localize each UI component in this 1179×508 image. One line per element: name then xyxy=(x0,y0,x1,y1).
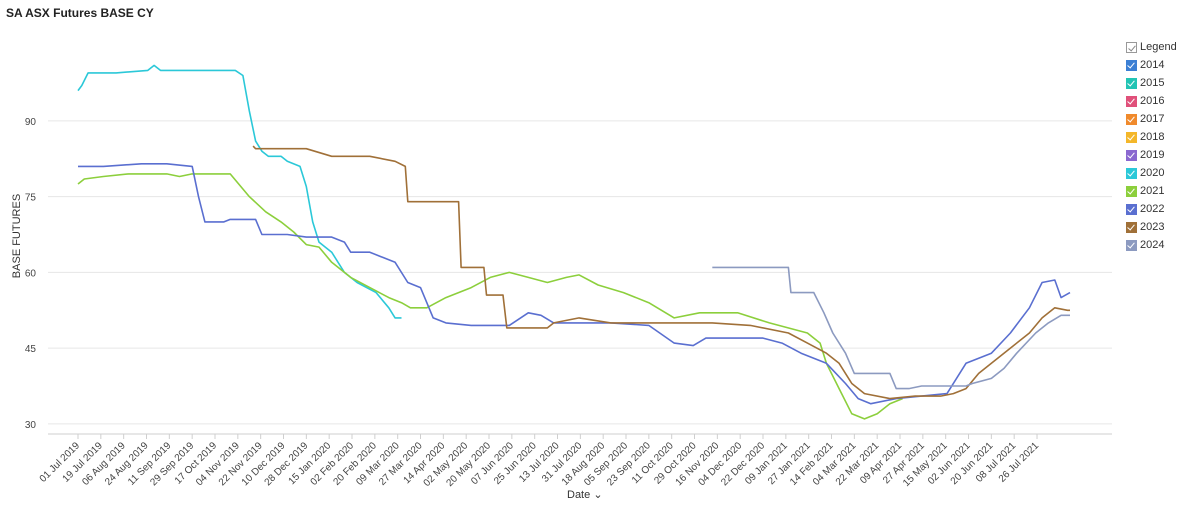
legend-item-2023[interactable]: 2023 xyxy=(1126,218,1177,236)
checkbox-icon xyxy=(1126,221,1137,233)
checkbox-icon xyxy=(1126,149,1137,161)
legend-item-2019[interactable]: 2019 xyxy=(1126,146,1177,164)
legend-item-2024[interactable]: 2024 xyxy=(1126,236,1177,254)
checkbox-icon xyxy=(1126,113,1137,125)
series-line-2022 xyxy=(78,163,1071,405)
legend-item-label: 2018 xyxy=(1140,131,1165,143)
legend-item-2016[interactable]: 2016 xyxy=(1126,92,1177,110)
legend-item-label: 2014 xyxy=(1140,59,1165,71)
legend-item-2020[interactable]: 2020 xyxy=(1126,164,1177,182)
legend-item-label: 2020 xyxy=(1140,167,1165,179)
legend-item-label: 2017 xyxy=(1140,113,1165,125)
series-line-2021 xyxy=(77,173,903,420)
x-axis-label[interactable]: Date ⌄ xyxy=(567,488,603,501)
y-tick-label: 75 xyxy=(25,193,37,204)
legend-item-2018[interactable]: 2018 xyxy=(1126,128,1177,146)
chevron-down-icon: ⌄ xyxy=(593,489,603,501)
legend-header-label: Legend xyxy=(1140,41,1177,53)
legend-item-2015[interactable]: 2015 xyxy=(1126,74,1177,92)
checkbox-icon xyxy=(1126,59,1137,71)
checkbox-icon xyxy=(1126,167,1137,179)
legend-item-label: 2023 xyxy=(1140,221,1165,233)
x-axis-label-text: Date xyxy=(567,489,591,501)
checkbox-icon xyxy=(1126,131,1137,143)
chart-title: SA ASX Futures BASE CY xyxy=(6,6,154,20)
series-line-2023 xyxy=(252,145,1070,400)
legend: Legend 2014 2015 2016 2017 2018 2019 2020 2021 2… xyxy=(1126,38,1177,254)
checkbox-icon xyxy=(1126,41,1137,53)
y-tick-label: 60 xyxy=(25,268,37,279)
checkbox-icon xyxy=(1126,77,1137,89)
checkbox-icon xyxy=(1126,239,1137,251)
checkbox-icon xyxy=(1126,185,1137,197)
legend-item-2021[interactable]: 2021 xyxy=(1126,182,1177,200)
series-line-2020 xyxy=(77,64,402,319)
legend-item-2014[interactable]: 2014 xyxy=(1126,56,1177,74)
legend-item-label: 2015 xyxy=(1140,77,1165,89)
legend-item-label: 2024 xyxy=(1140,239,1165,251)
checkbox-icon xyxy=(1126,203,1137,215)
legend-item-label: 2022 xyxy=(1140,203,1165,215)
legend-item-2022[interactable]: 2022 xyxy=(1126,200,1177,218)
series-line-2024 xyxy=(712,266,1070,390)
y-axis-label: BASE FUTURES xyxy=(11,193,23,279)
legend-header[interactable]: Legend xyxy=(1126,38,1177,56)
legend-item-label: 2019 xyxy=(1140,149,1165,161)
y-tick-label: 30 xyxy=(25,420,37,431)
y-tick-label: 90 xyxy=(25,117,37,128)
y-tick-label: 45 xyxy=(25,344,37,355)
legend-item-label: 2021 xyxy=(1140,185,1165,197)
legend-item-label: 2016 xyxy=(1140,95,1165,107)
checkbox-icon xyxy=(1126,95,1137,107)
legend-item-2017[interactable]: 2017 xyxy=(1126,110,1177,128)
